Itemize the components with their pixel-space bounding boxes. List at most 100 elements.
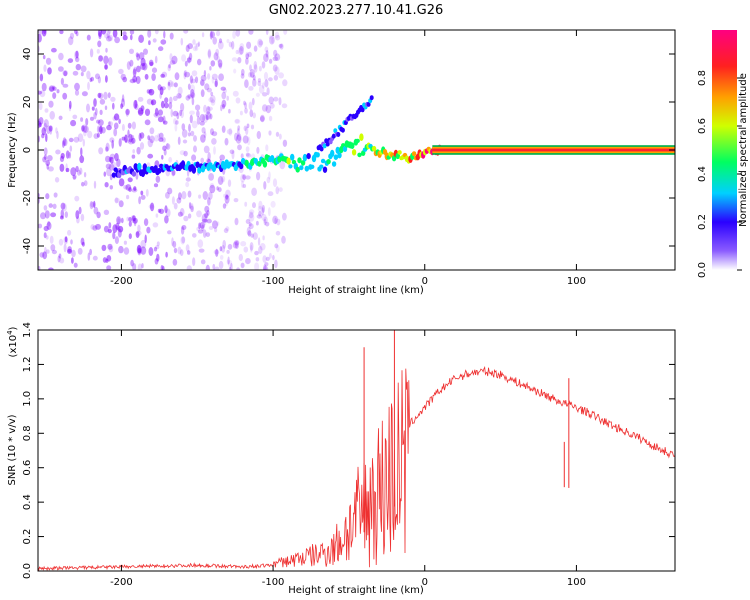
branch-point — [331, 133, 336, 139]
noise-point — [93, 200, 96, 208]
noise-point — [221, 245, 226, 253]
noise-point — [228, 127, 233, 136]
noise-point — [153, 246, 158, 252]
noise-point — [274, 259, 278, 269]
noise-point — [98, 147, 104, 155]
noise-point — [139, 142, 145, 150]
noise-point — [207, 106, 213, 111]
noise-point — [216, 55, 220, 63]
noise-point — [140, 57, 146, 67]
noise-point — [179, 109, 183, 117]
noise-point — [180, 226, 185, 235]
top-xtick-label: 0 — [422, 276, 428, 287]
noise-point — [136, 65, 141, 73]
noise-point — [42, 156, 47, 163]
noise-point — [59, 30, 64, 35]
ridge-point — [339, 146, 344, 154]
noise-point — [38, 122, 42, 128]
noise-point — [187, 132, 191, 137]
noise-point — [43, 225, 49, 232]
noise-point — [231, 150, 235, 160]
noise-point — [274, 217, 277, 225]
snr-scale-label: (x104) — [6, 326, 19, 357]
noise-point — [201, 127, 206, 134]
noise-point — [103, 225, 109, 233]
noise-point — [248, 222, 252, 227]
noise-point — [74, 82, 80, 91]
noise-point — [44, 210, 50, 219]
noise-point — [130, 259, 134, 267]
noise-point — [137, 263, 143, 270]
noise-point — [275, 131, 280, 137]
noise-point — [114, 153, 119, 162]
noise-point — [86, 103, 90, 113]
noise-point — [108, 222, 112, 229]
noise-point — [106, 265, 112, 270]
noise-point — [136, 244, 142, 254]
noise-point — [65, 150, 70, 159]
noise-point — [167, 230, 172, 235]
noise-point — [112, 116, 117, 122]
noise-point — [53, 192, 58, 198]
noise-point — [159, 86, 164, 96]
noise-point — [129, 59, 134, 67]
noise-point — [227, 179, 232, 187]
noise-point — [74, 195, 80, 202]
noise-point — [208, 226, 214, 230]
noise-point — [167, 79, 173, 88]
noise-point — [279, 133, 282, 140]
noise-point — [201, 213, 208, 223]
noise-point — [199, 79, 205, 86]
spectrogram-xlabel: Height of straight line (km) — [288, 285, 424, 296]
noise-point — [218, 62, 223, 69]
noise-point — [248, 86, 254, 91]
noise-point — [221, 99, 227, 108]
noise-point — [164, 205, 168, 214]
noise-point — [172, 95, 178, 101]
noise-point — [245, 51, 249, 59]
noise-point — [46, 163, 49, 170]
noise-point — [158, 46, 164, 52]
snr-frame — [37, 329, 676, 572]
noise-point — [50, 244, 56, 252]
noise-point — [225, 194, 229, 200]
noise-point — [121, 123, 125, 132]
noise-point — [250, 233, 254, 238]
noise-point — [243, 100, 246, 106]
noise-point — [96, 211, 101, 219]
noise-point — [185, 244, 190, 252]
noise-point — [196, 226, 201, 232]
noise-point — [146, 226, 151, 234]
noise-point — [261, 204, 265, 213]
noise-point — [63, 70, 68, 77]
noise-point — [133, 66, 137, 75]
noise-point — [151, 100, 154, 106]
noise-point — [58, 253, 62, 259]
noise-point — [64, 236, 68, 243]
ridge-point — [302, 153, 308, 162]
noise-point — [169, 96, 173, 104]
noise-point — [145, 189, 149, 197]
noise-point — [132, 215, 136, 222]
noise-point — [273, 74, 279, 81]
ridge-point — [330, 149, 335, 157]
noise-point — [200, 157, 204, 164]
noise-point — [196, 210, 202, 218]
noise-point — [174, 123, 178, 132]
noise-point — [38, 102, 43, 111]
noise-point — [108, 163, 115, 171]
noise-point — [107, 121, 113, 127]
noise-point — [210, 91, 214, 96]
noise-point — [177, 86, 183, 96]
noise-point — [213, 52, 219, 61]
noise-point — [170, 81, 175, 88]
noise-point — [67, 248, 72, 254]
noise-point — [155, 213, 159, 218]
noise-point — [142, 62, 148, 71]
noise-point — [169, 53, 173, 62]
noise-point — [158, 109, 163, 116]
noise-point — [212, 220, 218, 229]
noise-point — [156, 253, 160, 262]
noise-point — [130, 134, 135, 141]
noise-point — [126, 194, 130, 200]
